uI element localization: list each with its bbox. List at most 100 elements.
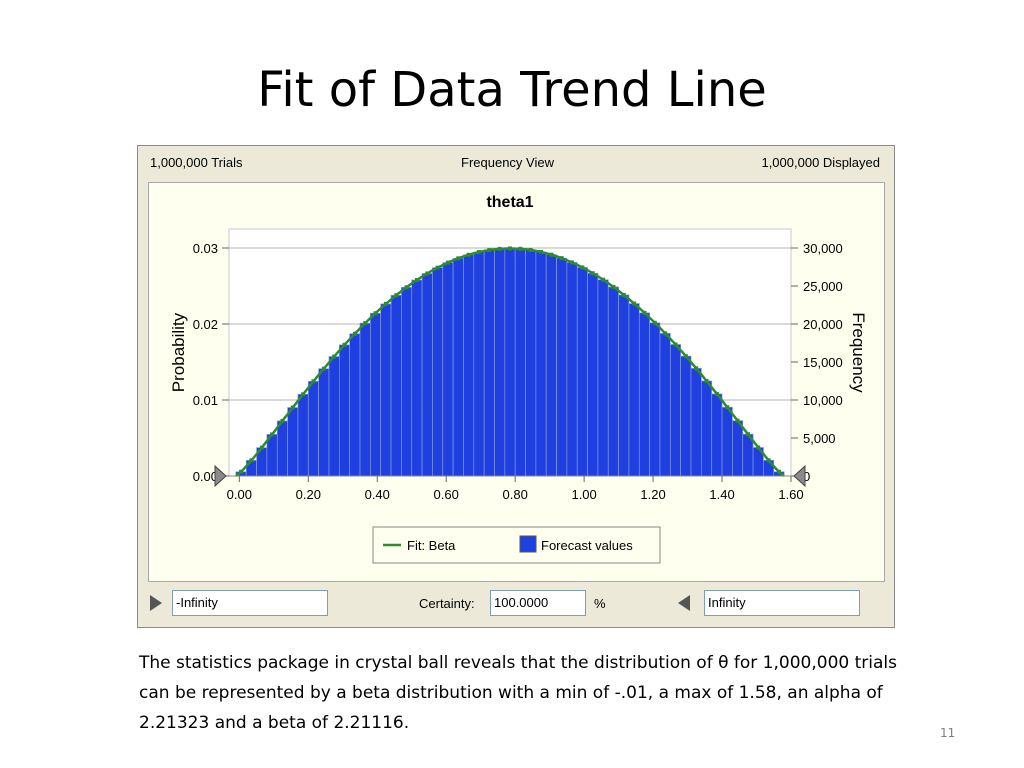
fit-point — [539, 249, 544, 254]
fit-point — [259, 445, 264, 450]
chart-area: theta1 0.00 0.01 0.02 0.03 0 5,000 10,000 15,000… — [148, 182, 885, 582]
fit-point — [290, 405, 295, 410]
slide-title: Fit of Data Trend Line — [257, 62, 767, 118]
histogram-bar — [401, 286, 413, 477]
y2-tick-label: 10,000 — [803, 393, 843, 408]
view-mode: Frequency View — [461, 155, 554, 170]
fit-point — [590, 271, 595, 276]
lower-grabber-icon[interactable] — [150, 595, 162, 611]
fit-point — [745, 432, 750, 437]
fit-point — [725, 405, 730, 410]
histogram-bar — [349, 333, 361, 477]
histogram-bar — [576, 267, 588, 477]
histogram-bar — [452, 257, 464, 477]
fit-point — [456, 256, 461, 261]
histogram-bar — [721, 406, 733, 477]
y2-tick-label: 0 — [803, 469, 810, 484]
trials-count: 1,000,000 Trials — [150, 155, 243, 170]
y2-tick-label: 30,000 — [803, 241, 843, 256]
x-tick-label: 1.20 — [640, 487, 665, 502]
histogram-bar — [390, 294, 402, 477]
fit-point — [632, 301, 637, 306]
histogram-bar — [432, 267, 444, 477]
histogram-bar — [338, 344, 351, 477]
y-tick-label: 0.03 — [193, 241, 218, 256]
x-tick-label: 0.60 — [434, 487, 459, 502]
fit-point — [394, 293, 399, 298]
histogram-bar — [514, 248, 526, 477]
fit-point — [311, 379, 316, 384]
histogram-bar — [297, 393, 309, 477]
displayed-count: 1,000,000 Displayed — [761, 155, 880, 170]
fit-point — [270, 432, 275, 437]
panel-header: 1,000,000 Trials Frequency View 1,000,00… — [138, 146, 894, 182]
histogram-bar — [370, 312, 382, 477]
fit-point — [373, 311, 378, 316]
page-number: 11 — [940, 726, 956, 740]
y2-tick-label: 15,000 — [803, 355, 843, 370]
histogram-bar — [276, 420, 288, 477]
fit-point — [445, 260, 450, 265]
fit-point — [487, 248, 492, 253]
y-tick-label: 0.01 — [193, 393, 218, 408]
fit-point — [497, 246, 502, 251]
histogram-bar — [535, 251, 547, 477]
fit-point — [239, 469, 244, 474]
right-grabber-icon[interactable] — [793, 464, 806, 488]
legend-label-fit: Fit: Beta — [407, 538, 456, 553]
y-axis-title: Probability — [169, 312, 188, 392]
histogram-bar — [411, 279, 423, 477]
fit-point — [756, 445, 761, 450]
fit-point — [663, 331, 668, 336]
x-tick-label: 0.00 — [227, 487, 252, 502]
histogram-bar — [680, 355, 692, 477]
x-tick-label: 0.20 — [296, 487, 321, 502]
histogram-bar — [421, 273, 433, 477]
fit-point — [652, 320, 657, 325]
left-grabber-icon[interactable] — [214, 464, 227, 488]
histogram-bar — [287, 407, 299, 477]
histogram-bar — [669, 344, 682, 477]
upper-bound-field[interactable]: Infinity — [704, 590, 860, 616]
legend-box — [372, 526, 661, 564]
fit-point — [694, 366, 699, 371]
x-tick-label: 1.60 — [778, 487, 803, 502]
histogram-bar — [494, 248, 506, 477]
histogram-bar — [597, 279, 609, 477]
chart-title: theta1 — [486, 194, 533, 211]
y-tick-label: 0.00 — [193, 469, 218, 484]
histogram-bar — [442, 262, 454, 477]
histogram-bar — [483, 249, 495, 477]
x-tick-label: 0.40 — [365, 487, 390, 502]
fit-point — [704, 378, 709, 383]
fit-point — [776, 469, 781, 474]
histogram-bar — [618, 294, 630, 477]
x-tick-label: 0.80 — [503, 487, 528, 502]
histogram-bar — [525, 249, 537, 477]
fit-point — [601, 277, 606, 282]
fit-point — [414, 278, 419, 283]
y2-tick-label: 20,000 — [803, 317, 843, 332]
fit-point — [683, 354, 688, 359]
fit-point — [363, 321, 368, 326]
histogram-bar — [463, 254, 475, 477]
histogram-bar — [473, 251, 485, 477]
histogram-bar — [545, 254, 557, 477]
x-tick-label: 1.00 — [571, 487, 596, 502]
histogram-chart: theta1 0.00 0.01 0.02 0.03 0 5,000 10,000 15,000… — [169, 194, 868, 564]
certainty-input[interactable]: 100.0000 — [490, 590, 586, 616]
lower-bound-field[interactable]: -Infinity — [172, 590, 328, 616]
histogram-bar — [701, 380, 713, 477]
percent-sign: % — [594, 596, 606, 611]
y2-tick-label: 25,000 — [803, 279, 843, 294]
histogram-bar — [690, 367, 702, 477]
fit-point — [435, 265, 440, 270]
fit-point — [508, 246, 512, 251]
fit-point — [404, 285, 409, 290]
histogram-bar — [711, 393, 723, 477]
fit-point — [249, 458, 254, 463]
upper-grabber-icon[interactable] — [678, 595, 690, 611]
y2-tick-label: 5,000 — [803, 431, 836, 446]
crystal-ball-panel: 1,000,000 Trials Frequency View 1,000,00… — [137, 145, 895, 628]
certainty-label: Certainty: — [419, 596, 475, 611]
